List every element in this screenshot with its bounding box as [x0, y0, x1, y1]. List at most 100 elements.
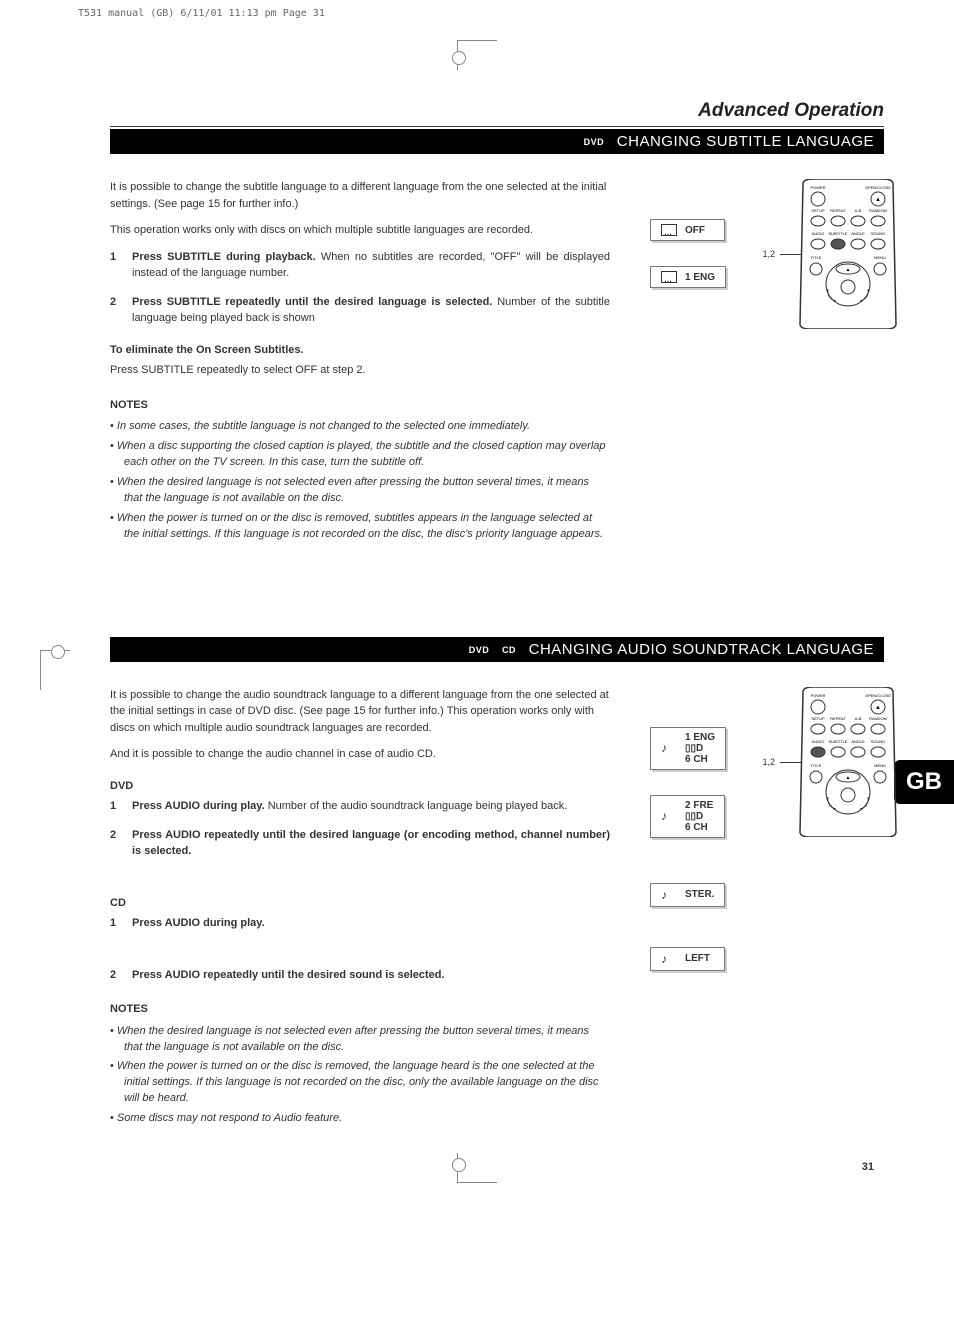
svg-text:▲: ▲ — [875, 197, 881, 203]
section1-header-bar: DVD CHANGING SUBTITLE LANGUAGE — [110, 129, 884, 154]
step-number: 1 — [110, 798, 122, 815]
remote-ref-label: 1,2 — [763, 249, 776, 259]
osd-off: OFF — [650, 219, 725, 241]
svg-text:SOUND: SOUND — [870, 231, 885, 236]
remote-ref-label: 1,2 — [763, 757, 776, 767]
osd-text: STER. — [685, 889, 714, 900]
page-number: 31 — [110, 1161, 884, 1173]
svg-text:A-B: A-B — [854, 716, 861, 721]
section1-header-text: CHANGING SUBTITLE LANGUAGE — [617, 133, 874, 150]
sec2-dvd-step1: 1 Press AUDIO during play. Number of the… — [110, 798, 610, 815]
svg-text:OPEN/CLOSE: OPEN/CLOSE — [864, 693, 890, 698]
sec2-cd-step1: 1 Press AUDIO during play. — [110, 915, 610, 932]
cd-icon: CD — [502, 645, 516, 655]
section-title: Advanced Operation — [110, 100, 884, 127]
dvd-icon: DVD — [584, 137, 605, 147]
svg-text:TITLE: TITLE — [810, 255, 821, 260]
svg-text:SOUND: SOUND — [870, 739, 885, 744]
audio-icon — [661, 809, 677, 823]
audio-icon — [661, 952, 677, 966]
svg-text:RANDOM: RANDOM — [869, 716, 887, 721]
step-bold: Press AUDIO during play. — [132, 917, 265, 929]
svg-text:OPEN/CLOSE: OPEN/CLOSE — [864, 185, 890, 190]
svg-text:REPEAT: REPEAT — [830, 716, 846, 721]
step-bold: Press SUBTITLE repeatedly until the desi… — [132, 296, 492, 308]
sec1-notes-head: NOTES — [110, 397, 610, 414]
audio-icon — [661, 741, 677, 755]
section1-text: It is possible to change the subtitle la… — [110, 179, 610, 547]
osd-text: 1 ENG — [685, 272, 715, 283]
dvd-icon: DVD — [469, 645, 490, 655]
sec1-osd-col: OFF 1 ENG — [650, 179, 740, 313]
osd-ster: STER. — [650, 883, 725, 907]
step-bold: Press AUDIO repeatedly until the desired… — [132, 829, 610, 858]
svg-text:▲: ▲ — [845, 267, 850, 273]
svg-text:AUDIO: AUDIO — [811, 739, 824, 744]
sec1-intro1: It is possible to change the subtitle la… — [110, 179, 610, 212]
note-item: When the desired language is not selecte… — [110, 1024, 610, 1056]
sec1-intro2: This operation works only with discs on … — [110, 222, 610, 239]
note-item: Some discs may not respond to Audio feat… — [110, 1111, 610, 1127]
svg-text:ANGLE: ANGLE — [851, 231, 865, 236]
section2-header-text: CHANGING AUDIO SOUNDTRACK LANGUAGE — [529, 641, 874, 658]
remote-svg: ▲ POWER OPEN/CLOSE SETUP REPEAT A-B RAND… — [788, 687, 908, 837]
step-rest: Number of the audio soundtrack language … — [265, 800, 568, 812]
sec2-osd-col: 1 ENG ▯▯D 6 CH 2 FRE ▯▯D 6 CH STER. — [650, 687, 740, 996]
remote-ref-line — [780, 254, 802, 255]
step-text: Press SUBTITLE repeatedly until the desi… — [132, 294, 610, 327]
osd-eng-audio: 1 ENG ▯▯D 6 CH — [650, 727, 726, 770]
note-item: When the power is turned on or the disc … — [110, 1059, 610, 1107]
cd-head: CD — [110, 895, 610, 912]
note-item: When the power is turned on or the disc … — [110, 511, 610, 543]
note-item: In some cases, the subtitle language is … — [110, 419, 610, 435]
step-bold: Press AUDIO during play. — [132, 800, 265, 812]
step-number: 1 — [110, 249, 122, 282]
sec1-step2: 2 Press SUBTITLE repeatedly until the de… — [110, 294, 610, 327]
svg-text:TITLE: TITLE — [810, 763, 821, 768]
osd-left: LEFT — [650, 947, 725, 971]
subtitle-icon — [661, 224, 677, 236]
page-content: Advanced Operation DVD CHANGING SUBTITLE… — [0, 0, 954, 1213]
step-text: Press AUDIO during play. Number of the a… — [132, 798, 610, 815]
sec2-intro2: And it is possible to change the audio c… — [110, 746, 610, 763]
audio-icon — [661, 888, 677, 902]
svg-text:SUBTITLE: SUBTITLE — [828, 739, 847, 744]
osd-eng: 1 ENG — [650, 266, 726, 288]
step-text: Press AUDIO repeatedly until the desired… — [132, 967, 610, 984]
remote-ref-line — [780, 762, 802, 763]
sec2-dvd-step2: 2 Press AUDIO repeatedly until the desir… — [110, 827, 610, 860]
osd-text: OFF — [685, 225, 705, 236]
sec2-notes-list: When the desired language is not selecte… — [110, 1024, 610, 1128]
section1-row: It is possible to change the subtitle la… — [110, 179, 884, 547]
step-text: Press AUDIO during play. — [132, 915, 610, 932]
svg-text:▲: ▲ — [845, 775, 850, 781]
subtitle-icon — [661, 271, 677, 283]
osd-text: 2 FRE ▯▯D 6 CH — [685, 800, 713, 833]
sec2-cd-step2: 2 Press AUDIO repeatedly until the desir… — [110, 967, 610, 984]
svg-text:▲: ▲ — [875, 705, 881, 711]
sec2-notes-head: NOTES — [110, 1001, 610, 1018]
osd-text: LEFT — [685, 953, 710, 964]
svg-text:REPEAT: REPEAT — [830, 208, 846, 213]
step-number: 2 — [110, 967, 122, 984]
svg-text:SETUP: SETUP — [811, 716, 825, 721]
sec2-remote-col: 1,2 ▲ POWER OPEN/CLOSE SETUP REPEAT A-B … — [780, 687, 915, 837]
section2-text: It is possible to change the audio sound… — [110, 687, 610, 1132]
step-bold: Press AUDIO repeatedly until the desired… — [132, 969, 445, 981]
step-number: 2 — [110, 827, 122, 860]
section2-row: It is possible to change the audio sound… — [110, 687, 884, 1132]
svg-text:A-B: A-B — [854, 208, 861, 213]
svg-text:RANDOM: RANDOM — [869, 208, 887, 213]
sec1-eliminate-head: To eliminate the On Screen Subtitles. — [110, 342, 610, 359]
svg-text:ANGLE: ANGLE — [851, 739, 865, 744]
svg-text:AUDIO: AUDIO — [811, 231, 824, 236]
dvd-head: DVD — [110, 778, 610, 795]
svg-text:POWER: POWER — [810, 185, 825, 190]
note-item: When the desired language is not selecte… — [110, 475, 610, 507]
step-number: 1 — [110, 915, 122, 932]
svg-text:POWER: POWER — [810, 693, 825, 698]
remote-svg: ▲ POWER OPEN/CLOSE SETUP REPEAT A-B RAND… — [788, 179, 908, 329]
step-text: Press AUDIO repeatedly until the desired… — [132, 827, 610, 860]
note-item: When a disc supporting the closed captio… — [110, 439, 610, 471]
step-text: Press SUBTITLE during playback. When no … — [132, 249, 610, 282]
